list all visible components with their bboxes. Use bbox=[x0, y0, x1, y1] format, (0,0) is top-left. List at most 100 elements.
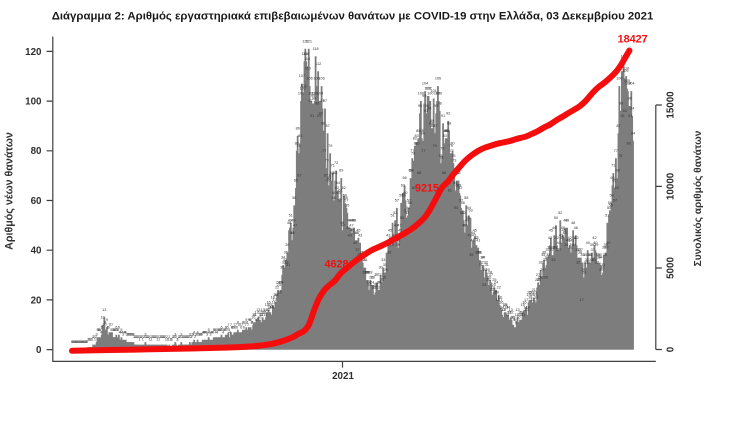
svg-text:2: 2 bbox=[92, 335, 94, 339]
svg-text:98: 98 bbox=[627, 97, 631, 101]
svg-text:101: 101 bbox=[431, 89, 437, 93]
svg-text:80: 80 bbox=[31, 146, 42, 157]
svg-text:95: 95 bbox=[425, 104, 429, 108]
svg-text:95: 95 bbox=[434, 104, 438, 108]
svg-text:2: 2 bbox=[187, 335, 189, 339]
svg-text:0: 0 bbox=[85, 340, 87, 344]
svg-text:1: 1 bbox=[171, 338, 173, 342]
svg-text:77: 77 bbox=[449, 149, 453, 153]
svg-text:39: 39 bbox=[569, 243, 573, 247]
svg-text:14: 14 bbox=[270, 305, 274, 309]
svg-text:40: 40 bbox=[31, 246, 42, 257]
svg-text:5: 5 bbox=[113, 328, 115, 332]
svg-text:0: 0 bbox=[72, 340, 74, 344]
svg-text:0: 0 bbox=[86, 340, 88, 344]
svg-text:10: 10 bbox=[251, 315, 255, 319]
svg-text:5: 5 bbox=[213, 328, 215, 332]
svg-text:53: 53 bbox=[468, 208, 472, 212]
svg-text:2: 2 bbox=[155, 335, 157, 339]
svg-text:8: 8 bbox=[246, 320, 248, 324]
svg-text:40: 40 bbox=[353, 241, 357, 245]
svg-text:43: 43 bbox=[348, 233, 352, 237]
svg-text:103: 103 bbox=[300, 84, 306, 88]
svg-text:4: 4 bbox=[205, 330, 207, 334]
svg-text:2: 2 bbox=[175, 335, 177, 339]
svg-text:1: 1 bbox=[88, 338, 90, 342]
svg-text:12: 12 bbox=[520, 310, 524, 314]
svg-text:0: 0 bbox=[76, 340, 78, 344]
svg-text:6: 6 bbox=[231, 325, 233, 329]
svg-text:91: 91 bbox=[621, 114, 625, 118]
svg-text:12: 12 bbox=[518, 310, 522, 314]
svg-text:2: 2 bbox=[161, 335, 163, 339]
svg-text:110: 110 bbox=[305, 67, 311, 71]
svg-text:11: 11 bbox=[505, 313, 509, 317]
svg-text:54: 54 bbox=[607, 206, 611, 210]
svg-text:2: 2 bbox=[155, 335, 157, 339]
svg-text:10: 10 bbox=[257, 315, 261, 319]
svg-text:40: 40 bbox=[586, 241, 590, 245]
svg-text:2: 2 bbox=[140, 335, 142, 339]
svg-text:14: 14 bbox=[269, 305, 273, 309]
svg-text:43: 43 bbox=[559, 233, 563, 237]
svg-text:28: 28 bbox=[366, 271, 370, 275]
svg-text:1: 1 bbox=[90, 338, 92, 342]
svg-text:3: 3 bbox=[126, 333, 128, 337]
svg-text:45: 45 bbox=[549, 228, 553, 232]
svg-text:10: 10 bbox=[516, 315, 520, 319]
svg-text:86: 86 bbox=[296, 126, 300, 130]
svg-text:36: 36 bbox=[360, 251, 364, 255]
svg-text:20: 20 bbox=[529, 291, 533, 295]
svg-text:1: 1 bbox=[158, 338, 160, 342]
svg-text:9: 9 bbox=[256, 318, 258, 322]
svg-text:1: 1 bbox=[142, 338, 144, 342]
svg-text:75: 75 bbox=[451, 154, 455, 158]
svg-text:59: 59 bbox=[399, 194, 403, 198]
svg-text:4628: 4628 bbox=[324, 259, 348, 271]
svg-text:13: 13 bbox=[515, 308, 519, 312]
svg-text:46: 46 bbox=[552, 226, 556, 230]
svg-text:22: 22 bbox=[275, 286, 279, 290]
svg-text:4: 4 bbox=[193, 330, 195, 334]
svg-text:63: 63 bbox=[455, 184, 459, 188]
svg-text:15: 15 bbox=[503, 303, 507, 307]
svg-text:5: 5 bbox=[220, 328, 222, 332]
svg-text:0: 0 bbox=[73, 340, 75, 344]
svg-text:47: 47 bbox=[349, 223, 353, 227]
svg-text:12: 12 bbox=[258, 310, 262, 314]
svg-text:3: 3 bbox=[180, 333, 182, 337]
svg-text:85: 85 bbox=[416, 129, 420, 133]
svg-text:6: 6 bbox=[234, 325, 236, 329]
svg-text:6: 6 bbox=[108, 325, 110, 329]
svg-text:11: 11 bbox=[519, 313, 523, 317]
svg-text:4: 4 bbox=[119, 330, 121, 334]
svg-text:4: 4 bbox=[123, 330, 125, 334]
svg-text:42: 42 bbox=[555, 236, 559, 240]
svg-text:27: 27 bbox=[536, 273, 540, 277]
svg-text:49: 49 bbox=[349, 218, 353, 222]
svg-text:71: 71 bbox=[331, 164, 335, 168]
svg-text:4: 4 bbox=[210, 330, 212, 334]
svg-text:100: 100 bbox=[312, 92, 318, 96]
svg-text:44: 44 bbox=[355, 231, 359, 235]
svg-text:43: 43 bbox=[358, 233, 362, 237]
svg-text:0: 0 bbox=[78, 340, 80, 344]
svg-text:19: 19 bbox=[530, 293, 534, 297]
svg-text:3: 3 bbox=[144, 333, 146, 337]
svg-text:3: 3 bbox=[200, 333, 202, 337]
svg-text:11: 11 bbox=[260, 313, 264, 317]
svg-text:34: 34 bbox=[481, 256, 485, 260]
svg-text:69: 69 bbox=[339, 169, 343, 173]
svg-text:2: 2 bbox=[137, 335, 139, 339]
svg-text:39: 39 bbox=[396, 243, 400, 247]
svg-text:49: 49 bbox=[291, 218, 295, 222]
svg-text:68: 68 bbox=[333, 171, 337, 175]
svg-text:62: 62 bbox=[615, 186, 619, 190]
svg-text:30: 30 bbox=[280, 266, 284, 270]
svg-text:5: 5 bbox=[114, 328, 116, 332]
svg-text:37: 37 bbox=[545, 248, 549, 252]
svg-text:55: 55 bbox=[345, 204, 349, 208]
svg-text:6: 6 bbox=[232, 325, 234, 329]
svg-text:16: 16 bbox=[272, 300, 276, 304]
svg-text:99: 99 bbox=[422, 94, 426, 98]
